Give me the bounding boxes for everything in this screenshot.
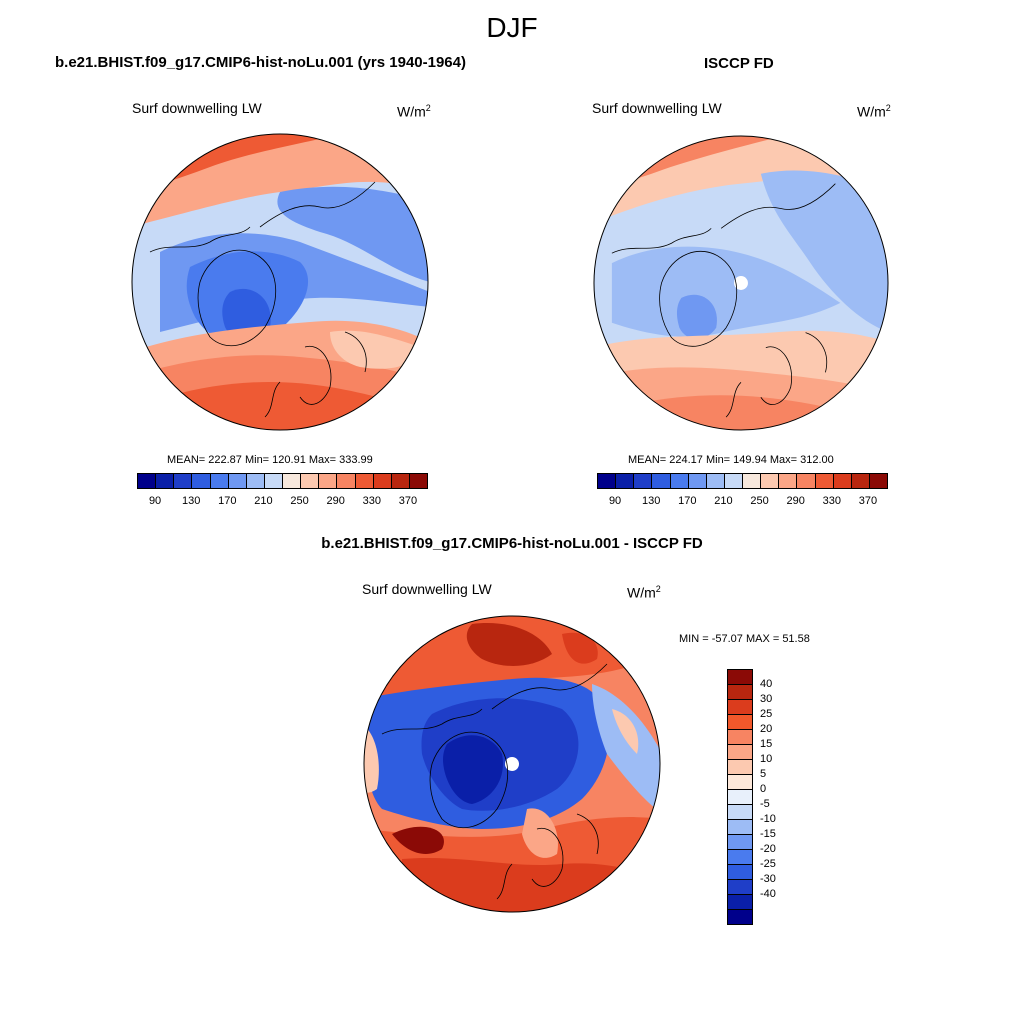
colorbar-swatch <box>337 474 356 488</box>
colorbar-tick-label: 40 <box>760 678 773 690</box>
colorbar-tick-label: -40 <box>760 888 776 900</box>
panel-left-units: W/m2 <box>397 103 431 120</box>
colorbar-tick-label: 250 <box>290 495 309 507</box>
colorbar-tick-label: 15 <box>760 738 773 750</box>
colorbar-swatch <box>598 474 617 488</box>
panel-right-variable-label: Surf downwelling LW <box>592 100 722 116</box>
colorbar-swatch <box>779 474 798 488</box>
panel-right-units: W/m2 <box>857 103 891 120</box>
colorbar-swatch <box>815 474 834 488</box>
colorbar-swatch <box>869 474 887 488</box>
colorbar-swatch <box>833 474 852 488</box>
colorbar-tick-label: 90 <box>608 495 622 507</box>
colorbar-tick-label: 290 <box>786 495 805 507</box>
colorbar-swatch <box>391 474 410 488</box>
colorbar-swatch <box>373 474 392 488</box>
colorbar-tick-label: 250 <box>750 495 769 507</box>
colorbar-tick-label: 290 <box>326 495 345 507</box>
colorbar-swatch <box>728 880 752 895</box>
panel-right-polar-map <box>593 135 889 431</box>
panel-left-colorbar <box>137 473 428 489</box>
colorbar-swatch <box>138 474 157 488</box>
panel-left-polar-map <box>131 133 429 431</box>
main-title: DJF <box>486 12 538 43</box>
colorbar-swatch <box>706 474 725 488</box>
panel-right-stats: MEAN= 224.17 Min= 149.94 Max= 312.00 <box>628 454 834 466</box>
colorbar-swatch <box>728 895 752 910</box>
colorbar-tick-label: 25 <box>760 708 773 720</box>
colorbar-tick-label: 10 <box>760 753 773 765</box>
colorbar-swatch <box>728 700 752 715</box>
panel-right-colorbar <box>597 473 888 489</box>
colorbar-tick-label: 130 <box>182 495 201 507</box>
colorbar-swatch <box>724 474 743 488</box>
colorbar-swatch <box>264 474 283 488</box>
colorbar-tick-label: 20 <box>760 723 773 735</box>
colorbar-swatch <box>728 670 752 685</box>
colorbar-swatch <box>728 850 752 865</box>
colorbar-swatch <box>728 805 752 820</box>
colorbar-swatch <box>228 474 247 488</box>
colorbar-tick-label: 210 <box>714 495 733 507</box>
colorbar-tick-label: -15 <box>760 828 776 840</box>
colorbar-swatch <box>616 474 635 488</box>
colorbar-swatch <box>301 474 320 488</box>
colorbar-tick-label: 170 <box>678 495 697 507</box>
colorbar-swatch <box>634 474 653 488</box>
colorbar-swatch <box>210 474 229 488</box>
panel-diff-variable-label: Surf downwelling LW <box>362 581 492 597</box>
colorbar-swatch <box>409 474 427 488</box>
colorbar-swatch <box>319 474 338 488</box>
colorbar-swatch <box>743 474 762 488</box>
colorbar-tick-label: -20 <box>760 843 776 855</box>
colorbar-swatch <box>728 910 752 924</box>
panel-diff-polar-map <box>363 615 661 913</box>
colorbar-swatch <box>156 474 175 488</box>
colorbar-tick-label: 370 <box>398 495 418 507</box>
colorbar-swatch <box>728 820 752 835</box>
panel-diff-colorbar <box>727 669 753 925</box>
colorbar-swatch <box>851 474 870 488</box>
colorbar-swatch <box>192 474 211 488</box>
panel-left-variable-label: Surf downwelling LW <box>132 100 262 116</box>
colorbar-tick-label: 330 <box>362 495 381 507</box>
panel-diff-title: b.e21.BHIST.f09_g17.CMIP6-hist-noLu.001 … <box>321 535 703 552</box>
colorbar-swatch <box>761 474 780 488</box>
colorbar-tick-label: 170 <box>218 495 237 507</box>
panel-left-stats: MEAN= 222.87 Min= 120.91 Max= 333.99 <box>167 454 373 466</box>
colorbar-swatch <box>652 474 671 488</box>
colorbar-tick-label: 210 <box>254 495 273 507</box>
colorbar-tick-label: -25 <box>760 858 776 870</box>
colorbar-tick-label: -30 <box>760 873 776 885</box>
colorbar-tick-label: 0 <box>760 783 767 795</box>
colorbar-swatch <box>728 760 752 775</box>
colorbar-swatch <box>728 835 752 850</box>
colorbar-swatch <box>688 474 707 488</box>
colorbar-swatch <box>728 685 752 700</box>
colorbar-swatch <box>728 790 752 805</box>
colorbar-swatch <box>670 474 689 488</box>
colorbar-swatch <box>174 474 193 488</box>
colorbar-tick-label: -10 <box>760 813 776 825</box>
panel-right-title: ISCCP FD <box>704 55 774 72</box>
panel-diff-stats: MIN = -57.07 MAX = 51.58 <box>679 633 810 645</box>
colorbar-swatch <box>728 775 752 790</box>
panel-left-title: b.e21.BHIST.f09_g17.CMIP6-hist-noLu.001 … <box>55 54 466 71</box>
colorbar-tick-label: -5 <box>760 798 770 810</box>
colorbar-tick-label: 5 <box>760 768 767 780</box>
colorbar-swatch <box>728 865 752 880</box>
colorbar-tick-label: 30 <box>760 693 773 705</box>
colorbar-tick-label: 330 <box>822 495 841 507</box>
colorbar-swatch <box>728 730 752 745</box>
colorbar-swatch <box>728 745 752 760</box>
colorbar-tick-label: 130 <box>642 495 661 507</box>
colorbar-swatch <box>355 474 374 488</box>
colorbar-swatch <box>246 474 265 488</box>
colorbar-swatch <box>728 715 752 730</box>
panel-diff-units: W/m2 <box>627 584 661 601</box>
colorbar-swatch <box>797 474 816 488</box>
colorbar-swatch <box>283 474 302 488</box>
colorbar-tick-label: 370 <box>858 495 878 507</box>
colorbar-tick-label: 90 <box>148 495 162 507</box>
